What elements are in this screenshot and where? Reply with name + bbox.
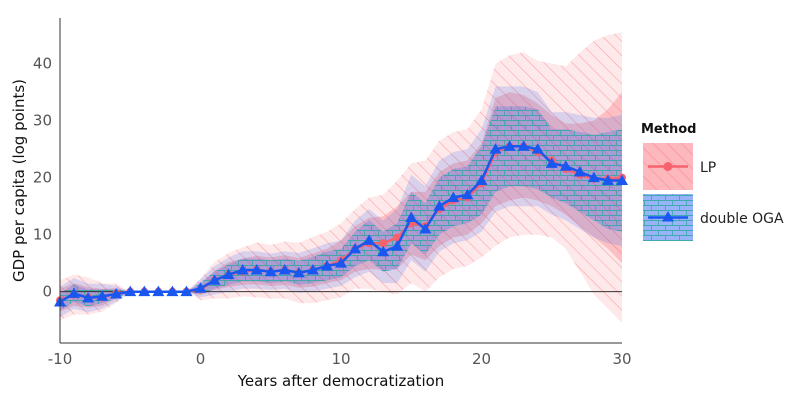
oga-point bbox=[335, 257, 347, 268]
x-axis-title: Years after democratization bbox=[237, 372, 445, 390]
oga-point bbox=[138, 285, 151, 297]
oga-point bbox=[208, 274, 221, 285]
x-tick-label: -10 bbox=[48, 350, 73, 368]
oga-point bbox=[180, 285, 193, 297]
x-tick-label: 10 bbox=[331, 350, 350, 368]
oga-point bbox=[250, 264, 263, 275]
oga-point bbox=[166, 285, 179, 297]
legend-lp-label: LP bbox=[700, 160, 716, 176]
x-tick-label: 30 bbox=[612, 350, 631, 368]
oga-point bbox=[152, 285, 165, 297]
oga-point bbox=[433, 200, 446, 211]
oga-point bbox=[559, 160, 572, 171]
axes bbox=[59, 18, 622, 344]
oga-point bbox=[475, 174, 488, 185]
oga-point bbox=[587, 171, 600, 183]
oga-point bbox=[363, 234, 376, 245]
plot-area bbox=[54, 32, 628, 324]
legend: Method LP double OGA bbox=[641, 122, 784, 241]
oga-point bbox=[489, 143, 502, 154]
oga-point bbox=[278, 264, 291, 275]
oga-point bbox=[461, 188, 474, 200]
y-tick-label: 20 bbox=[33, 169, 52, 187]
oga-point bbox=[96, 290, 109, 301]
oga-point bbox=[222, 268, 235, 280]
oga-point bbox=[194, 282, 207, 293]
legend-oga-marker bbox=[662, 211, 674, 222]
oga-point bbox=[68, 287, 81, 298]
lp-point bbox=[379, 239, 388, 248]
oga-point bbox=[292, 266, 305, 278]
legend-lp-marker bbox=[663, 162, 673, 171]
oga-point bbox=[320, 260, 333, 271]
oga-point bbox=[616, 174, 628, 185]
y-tick-label: 0 bbox=[42, 283, 52, 301]
x-tick-label: 20 bbox=[472, 350, 491, 368]
oga-point bbox=[573, 165, 586, 177]
tick-labels: -10 0 10 20 30 0 10 20 30 40 bbox=[33, 55, 632, 368]
oga-point bbox=[405, 211, 418, 223]
y-tick-label: 10 bbox=[33, 226, 52, 244]
oga-outer-band bbox=[60, 86, 622, 318]
lp-outer-band-hatch bbox=[60, 32, 622, 324]
y-tick-label: 30 bbox=[33, 112, 52, 130]
oga-point bbox=[517, 140, 530, 151]
oga-point bbox=[124, 285, 137, 297]
oga-point bbox=[447, 191, 460, 203]
oga-point bbox=[377, 245, 390, 257]
legend-title: Method bbox=[641, 122, 696, 137]
oga-inner-band-pattern bbox=[60, 106, 622, 311]
oga-point bbox=[503, 140, 516, 151]
oga-point bbox=[110, 287, 123, 299]
oga-point bbox=[349, 242, 362, 254]
oga-point bbox=[82, 291, 95, 303]
oga-point bbox=[264, 265, 277, 277]
oga-point bbox=[601, 174, 614, 185]
oga-point bbox=[391, 240, 404, 251]
oga-point bbox=[306, 264, 319, 275]
legend-oga-label: double OGA bbox=[700, 211, 784, 227]
y-axis-title: GDP per capita (log points) bbox=[10, 79, 28, 282]
y-tick-label: 40 bbox=[33, 55, 52, 73]
oga-point bbox=[419, 222, 432, 234]
x-tick-label: 0 bbox=[196, 350, 206, 368]
oga-point bbox=[531, 143, 544, 154]
oga-point bbox=[236, 264, 249, 275]
oga-point bbox=[545, 157, 558, 168]
